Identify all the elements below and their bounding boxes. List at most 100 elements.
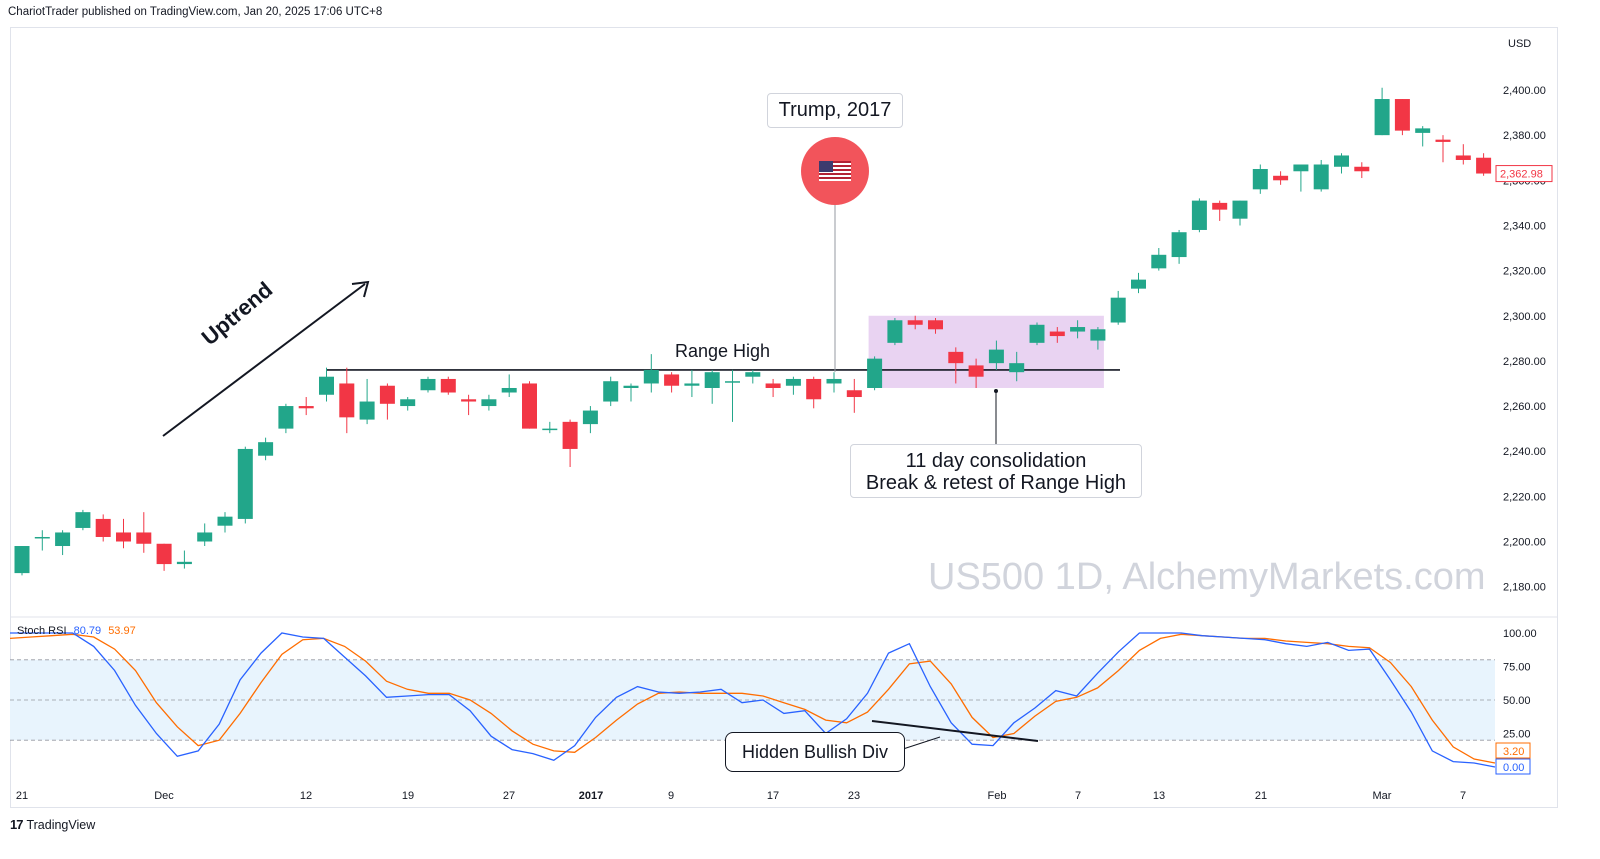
time-tick-label: 19 — [402, 790, 414, 802]
candle-body — [968, 365, 984, 377]
candle-body — [603, 381, 619, 402]
price-tick-label: 2,280.00 — [1503, 356, 1546, 368]
stoch-k-value: 80.79 — [73, 625, 102, 637]
candle-body — [1191, 200, 1207, 230]
stoch-title: Stoch RSI — [17, 625, 67, 637]
candle-body — [156, 543, 172, 565]
candle-body — [1110, 297, 1126, 323]
candle-body — [664, 374, 680, 386]
uptrend-arrow-head — [351, 280, 370, 298]
candle-body — [948, 351, 964, 364]
candle-body — [887, 320, 903, 343]
candle-body — [319, 376, 334, 395]
time-tick-label: 9 — [668, 790, 674, 802]
consolidation-line-1: 11 day consolidation — [905, 450, 1087, 472]
price-tick-label: 2,180.00 — [1503, 582, 1546, 594]
candle-body — [1435, 139, 1451, 142]
price-tick-label: 2,240.00 — [1503, 446, 1546, 458]
price-tick-label: 2,260.00 — [1503, 401, 1546, 413]
candle-body — [258, 442, 274, 456]
candle-body — [623, 385, 639, 388]
candle-body — [1029, 324, 1045, 343]
candle-body — [1131, 279, 1146, 289]
stoch-legend[interactable]: Stoch RSI 80.79 53.97 — [17, 625, 136, 637]
candle-body — [1293, 164, 1309, 172]
candle-body — [217, 516, 233, 526]
event-callout[interactable]: Trump, 2017 — [767, 93, 903, 128]
candle-body — [988, 349, 1004, 364]
candle-body — [359, 401, 375, 420]
event-marker[interactable] — [801, 137, 869, 205]
time-tick-label: 13 — [1153, 790, 1165, 802]
price-tick-label: 2,220.00 — [1503, 491, 1546, 503]
stoch-k-line — [10, 632, 1496, 768]
candle-body — [928, 320, 943, 330]
candle-body — [237, 448, 253, 519]
price-tick-label: 2,380.00 — [1503, 130, 1546, 142]
stoch-k-tag — [1495, 758, 1531, 775]
candle-body — [684, 383, 700, 386]
candle-body — [55, 532, 71, 547]
price-tick-label: 2,320.00 — [1503, 266, 1546, 278]
time-tick-label: 7 — [1460, 790, 1466, 802]
candle-body — [1394, 99, 1410, 131]
candle-body — [806, 378, 822, 400]
candle-body — [1313, 164, 1329, 190]
chart-frame[interactable] — [10, 27, 1558, 808]
candle-body — [197, 532, 213, 542]
last-price-label: 2,362.98 — [1500, 169, 1543, 181]
candle-body — [278, 406, 294, 429]
candle-body — [400, 399, 416, 407]
consolidation-pointer-dot — [994, 389, 998, 393]
candle-body — [704, 372, 720, 388]
publisher-line: ChariotTrader published on TradingView.c… — [8, 6, 383, 18]
consolidation-zone — [868, 315, 1104, 388]
watermark: US500 1D, AlchemyMarkets.com — [928, 556, 1486, 598]
stoch-tick-label: 50.00 — [1503, 695, 1531, 707]
hidden-div-callout[interactable]: Hidden Bullish Div — [725, 732, 905, 772]
candle-body — [1171, 232, 1187, 258]
candle-body — [1354, 166, 1370, 172]
candle-body — [1070, 327, 1086, 332]
stoch-tick-label: 75.00 — [1503, 662, 1531, 674]
uptrend-arrow-line — [162, 283, 366, 437]
time-tick-label: 2017 — [579, 790, 603, 802]
candle-body — [95, 518, 111, 537]
price-tick-label: 2,340.00 — [1503, 220, 1546, 232]
tradingview-logo-icon: 17 — [10, 817, 24, 832]
consolidation-callout[interactable]: 11 day consolidation Break & retest of R… — [850, 444, 1142, 498]
candle-body — [1009, 363, 1025, 373]
time-tick-label: Dec — [154, 790, 174, 802]
candle-body — [1049, 331, 1065, 337]
candle-body — [298, 406, 314, 409]
footer[interactable]: 17 TradingView — [10, 817, 95, 832]
candle-body — [379, 385, 395, 404]
candle-body — [1232, 200, 1248, 219]
candle-body — [785, 378, 801, 386]
candle-body — [75, 512, 91, 528]
candle-body — [461, 399, 477, 402]
price-tick-label: 2,300.00 — [1503, 311, 1546, 323]
candle-body — [867, 358, 883, 388]
time-tick-label: 27 — [503, 790, 515, 802]
stoch-d-last: 3.20 — [1503, 746, 1524, 758]
time-tick-label: Mar — [1373, 790, 1392, 802]
candle-body — [1151, 254, 1167, 269]
candle-body — [14, 546, 30, 574]
candle-body — [136, 532, 152, 544]
candle-body — [116, 532, 131, 542]
price-tick-label: 2,200.00 — [1503, 537, 1546, 549]
candle-body — [846, 390, 862, 398]
time-tick-label: Feb — [988, 790, 1007, 802]
range-high-label: Range High — [675, 341, 771, 361]
candle-body — [501, 387, 517, 393]
candle-body — [176, 561, 192, 565]
candle-body — [1334, 155, 1349, 167]
candle-body — [440, 378, 456, 393]
candle-body — [34, 536, 50, 539]
candle-body — [907, 320, 923, 325]
candle-body — [562, 421, 578, 449]
candle-body — [1090, 329, 1106, 341]
last-price-tag — [1495, 165, 1553, 183]
